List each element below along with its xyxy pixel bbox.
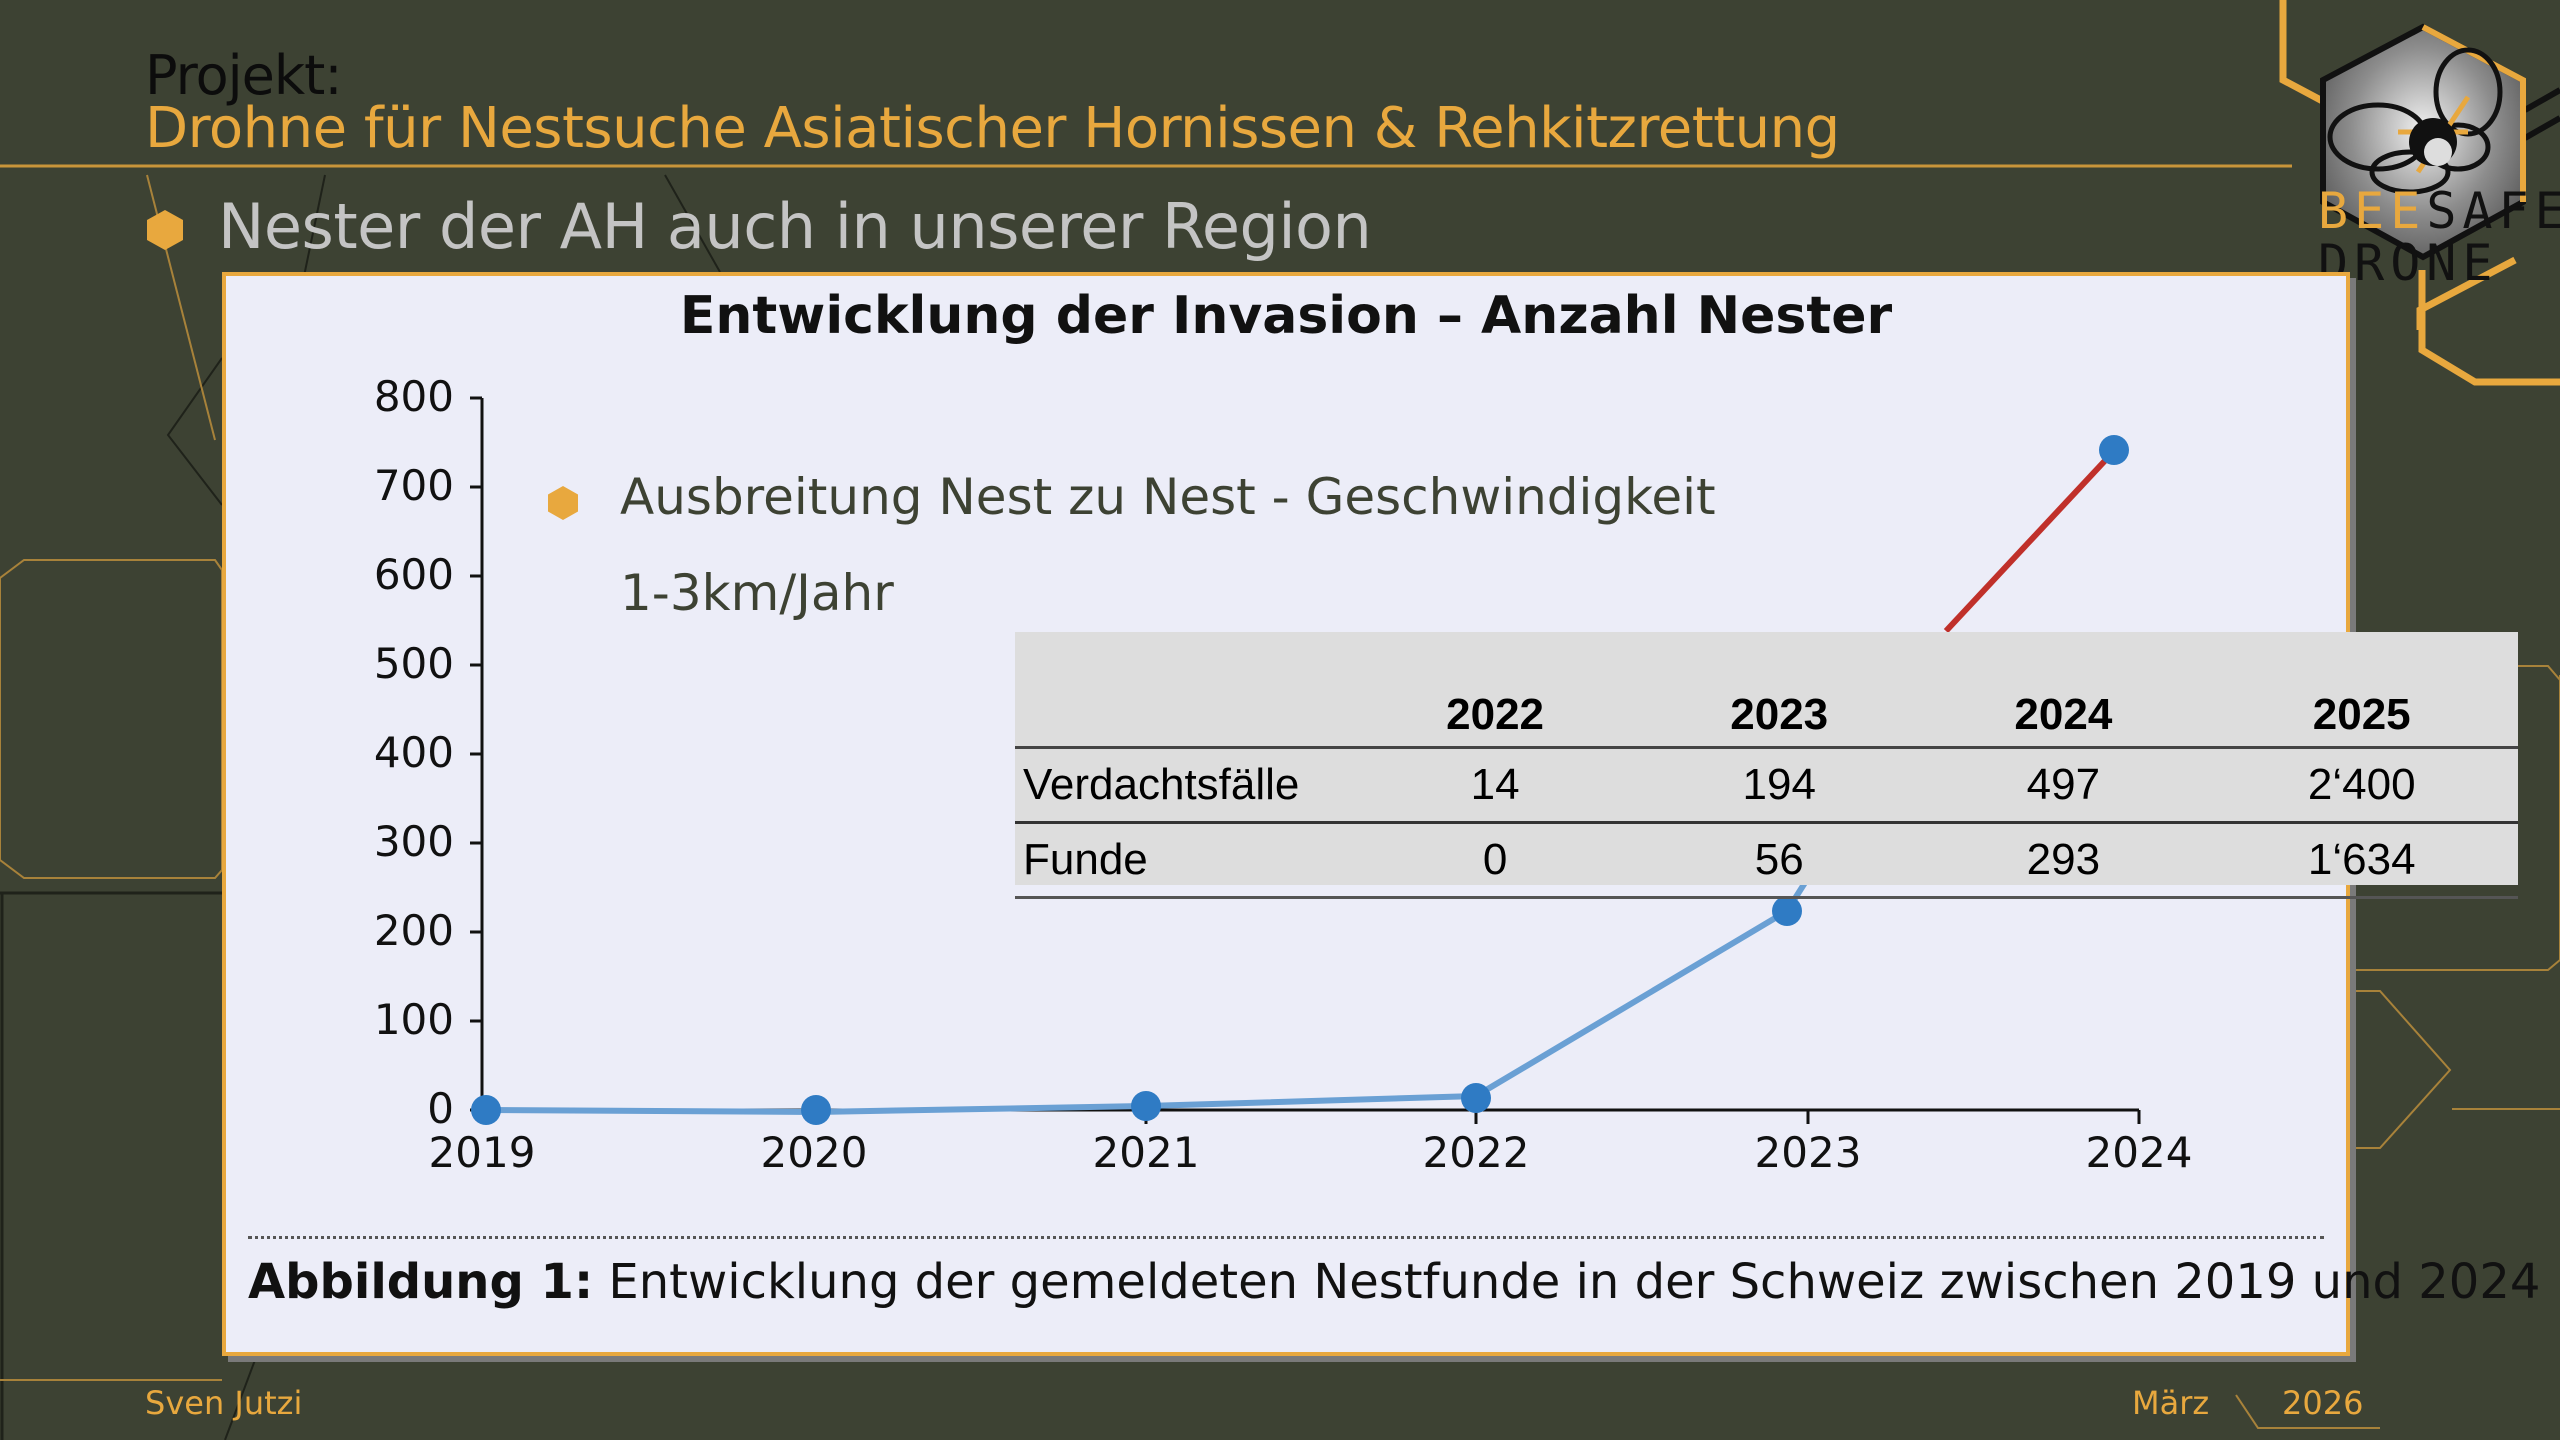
beesafe-drone-logo: BEESAFE DRONE — [2318, 22, 2560, 292]
table-cell: 0 — [1353, 822, 1638, 899]
x-tick-label: 2021 — [1092, 1128, 1200, 1177]
table-cell: 2‘400 — [2205, 747, 2518, 824]
figure-caption: Abbildung 1: Entwicklung der gemeldeten … — [248, 1254, 2540, 1310]
y-tick-label: 200 — [373, 906, 454, 955]
table-header-cell: 2023 — [1637, 632, 1922, 749]
data-table: 2022 2023 2024 2025 Verdachtsfälle 14 19… — [1015, 632, 2518, 899]
table-row: Funde 0 56 293 1‘634 — [1015, 822, 2518, 899]
table-row: Verdachtsfälle 14 194 497 2‘400 — [1015, 747, 2518, 824]
annotation-text-2: 1-3km/Jahr — [620, 564, 894, 622]
x-tick-label: 2022 — [1422, 1128, 1530, 1177]
table-header-cell — [1015, 632, 1353, 749]
caption-label: Abbildung 1: — [248, 1254, 594, 1310]
row-label: Verdachtsfälle — [1015, 747, 1353, 824]
y-tick-label: 600 — [373, 550, 454, 599]
table-cell: 194 — [1637, 747, 1922, 824]
table-cell: 1‘634 — [2205, 822, 2518, 899]
project-label: Projekt: — [145, 44, 343, 107]
bullet-text: Nester der AH auch in unserer Region — [218, 190, 1372, 263]
footer-author: Sven Jutzi — [145, 1384, 303, 1422]
table-cell: 497 — [1921, 747, 2206, 824]
table-header-cell: 2024 — [1921, 632, 2206, 749]
x-tick-label: 2023 — [1754, 1128, 1862, 1177]
row-label: Funde — [1015, 822, 1353, 899]
y-tick-label: 700 — [373, 461, 454, 510]
x-tick-label: 2019 — [428, 1128, 536, 1177]
logo-text-bee: BEE — [2318, 182, 2427, 240]
project-title: Drohne für Nestsuche Asiatischer Horniss… — [145, 96, 1840, 161]
y-tick-label: 100 — [373, 995, 454, 1044]
table-header-row: 2022 2023 2024 2025 — [1015, 632, 2518, 749]
caption-text: Entwicklung der gemeldeten Nestfunde in … — [608, 1254, 2541, 1310]
table-header-cell: 2025 — [2205, 632, 2518, 749]
y-tick-label: 400 — [373, 728, 454, 777]
y-tick-label: 300 — [373, 817, 454, 866]
table-cell: 14 — [1353, 747, 1638, 824]
footer-month: März — [2132, 1384, 2210, 1422]
hexagon-bullet-icon — [147, 210, 183, 250]
table-header-cell: 2022 — [1353, 632, 1638, 749]
chart-title: Entwicklung der Invasion – Anzahl Nester — [679, 286, 1893, 346]
caption-divider — [248, 1236, 2324, 1239]
y-tick-label: 500 — [373, 639, 454, 688]
logo-text-safe: SAFE — [2426, 182, 2560, 240]
drone-bee-icon — [2320, 23, 2526, 261]
footer-year: 2026 — [2282, 1384, 2364, 1422]
annotation-text: Ausbreitung Nest zu Nest - Geschwindigke… — [620, 468, 1716, 526]
x-tick-label: 2020 — [760, 1128, 868, 1177]
table-cell: 56 — [1637, 822, 1922, 899]
x-tick-label: 2024 — [2085, 1128, 2193, 1177]
y-tick-label: 800 — [373, 372, 454, 421]
table-cell: 293 — [1921, 822, 2206, 899]
y-tick-label: 0 — [427, 1084, 454, 1133]
